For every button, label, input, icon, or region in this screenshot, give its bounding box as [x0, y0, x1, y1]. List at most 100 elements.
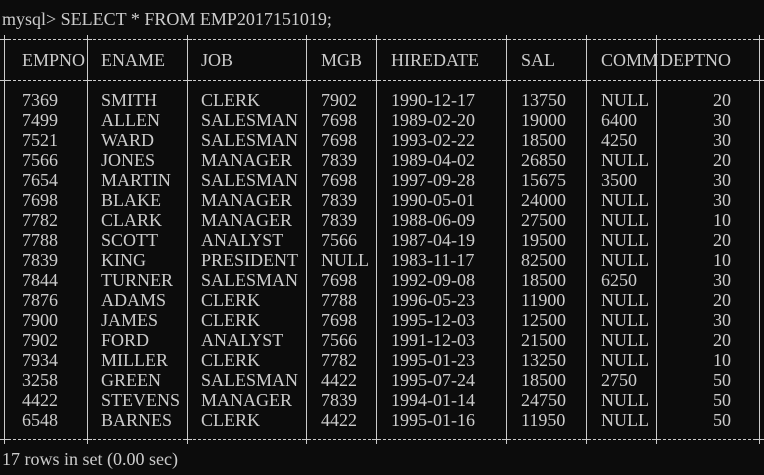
table-cell-ename: ADAMS — [101, 290, 167, 310]
table-cell-comm: NULL — [601, 190, 649, 210]
table-cell-job: SALESMAN — [201, 110, 299, 130]
table-column-separator — [376, 44, 377, 76]
table-cell-deptno: 30 — [713, 110, 731, 130]
table-cell-sal: 12500 — [521, 310, 566, 330]
table-cell-comm: NULL — [601, 150, 649, 170]
table-cell-comm: 6250 — [601, 270, 637, 290]
table-column-separator — [586, 44, 587, 76]
table-cell-empno: 7499 — [22, 110, 58, 130]
table-cell-empno: 7876 — [22, 290, 58, 310]
table-column-separator — [4, 44, 5, 76]
table-column-separator — [506, 44, 507, 76]
table-cell-job: ANALYST — [201, 230, 284, 250]
table-cell-ename: TURNER — [101, 270, 173, 290]
table-cell-job: CLERK — [201, 290, 261, 310]
column-header-comm: COMM — [601, 50, 659, 70]
table-cell-comm: NULL — [601, 310, 649, 330]
table-column-separator — [4, 85, 5, 435]
sql-prompt-line: mysql> SELECT * FROM EMP2017151019; — [2, 9, 332, 29]
table-cell-ename: JONES — [101, 150, 156, 170]
table-cell-mgb: 7782 — [321, 350, 357, 370]
table-cell-sal: 13750 — [521, 90, 566, 110]
table-cell-ename: SCOTT — [101, 230, 159, 250]
table-border-junction — [83, 35, 92, 44]
table-cell-hiredate: 1993-02-22 — [391, 130, 475, 150]
column-header-deptno: DEPTNO — [660, 50, 731, 70]
table-cell-mgb: 7566 — [321, 230, 357, 250]
table-cell-sal: 82500 — [521, 250, 566, 270]
table-column-separator — [506, 85, 507, 435]
table-border-junction — [755, 76, 764, 85]
table-border-junction — [755, 35, 764, 44]
table-border-junction — [652, 435, 661, 444]
table-border-junction — [652, 35, 661, 44]
table-cell-comm: NULL — [601, 410, 649, 430]
table-cell-deptno: 20 — [713, 150, 731, 170]
table-cell-comm: NULL — [601, 90, 649, 110]
table-cell-sal: 13250 — [521, 350, 566, 370]
table-cell-ename: BARNES — [101, 410, 173, 430]
table-border-junction — [83, 435, 92, 444]
table-border-junction — [755, 435, 764, 444]
table-cell-deptno: 30 — [713, 190, 731, 210]
table-cell-empno: 7844 — [22, 270, 58, 290]
table-cell-sal: 26850 — [521, 150, 566, 170]
table-cell-job: ANALYST — [201, 330, 284, 350]
table-border-junction — [183, 435, 192, 444]
table-cell-hiredate: 1989-04-02 — [391, 150, 475, 170]
table-cell-job: CLERK — [201, 310, 261, 330]
table-cell-ename: GREEN — [101, 370, 161, 390]
table-cell-comm: 3500 — [601, 170, 637, 190]
table-cell-hiredate: 1994-01-14 — [391, 390, 475, 410]
table-cell-sal: 18500 — [521, 270, 566, 290]
table-cell-hiredate: 1988-06-09 — [391, 210, 475, 230]
table-column-separator — [306, 85, 307, 435]
table-column-separator — [656, 85, 657, 435]
column-header-empno: EMPNO — [22, 50, 86, 70]
table-cell-hiredate: 1995-07-24 — [391, 370, 475, 390]
table-cell-empno: 7782 — [22, 210, 58, 230]
table-column-separator — [87, 44, 88, 76]
table-cell-mgb: 7839 — [321, 390, 357, 410]
table-cell-ename: JAMES — [101, 310, 159, 330]
table-cell-comm: NULL — [601, 330, 649, 350]
table-column-separator — [586, 85, 587, 435]
table-cell-deptno: 50 — [713, 390, 731, 410]
table-border-junction — [183, 76, 192, 85]
table-cell-comm: NULL — [601, 390, 649, 410]
table-cell-ename: WARD — [101, 130, 154, 150]
table-column-separator — [759, 44, 760, 76]
table-border-junction — [183, 35, 192, 44]
table-cell-job: CLERK — [201, 410, 261, 430]
table-cell-ename: SMITH — [101, 90, 158, 110]
table-border-junction — [582, 76, 591, 85]
table-cell-mgb: 7698 — [321, 130, 357, 150]
table-column-separator — [656, 44, 657, 76]
table-cell-comm: NULL — [601, 290, 649, 310]
table-cell-ename: BLAKE — [101, 190, 161, 210]
table-border-junction — [302, 435, 311, 444]
table-cell-deptno: 50 — [713, 370, 731, 390]
table-cell-deptno: 30 — [713, 310, 731, 330]
table-border-junction — [502, 435, 511, 444]
column-header-ename: ENAME — [101, 50, 165, 70]
table-cell-deptno: 50 — [713, 410, 731, 430]
column-header-mgb: MGB — [321, 50, 363, 70]
table-cell-mgb: 7698 — [321, 310, 357, 330]
table-cell-job: MANAGER — [201, 210, 293, 230]
table-cell-sal: 21500 — [521, 330, 566, 350]
table-cell-hiredate: 1995-12-03 — [391, 310, 475, 330]
table-cell-mgb: 7839 — [321, 210, 357, 230]
table-cell-empno: 4422 — [22, 390, 58, 410]
table-cell-mgb: 4422 — [321, 410, 357, 430]
table-cell-hiredate: 1992-09-08 — [391, 270, 475, 290]
table-cell-hiredate: 1987-04-19 — [391, 230, 475, 250]
table-cell-deptno: 20 — [713, 90, 731, 110]
table-column-separator — [87, 85, 88, 435]
table-border-junction — [0, 35, 9, 44]
table-border-junction — [372, 76, 381, 85]
table-cell-sal: 18500 — [521, 130, 566, 150]
table-cell-empno: 7902 — [22, 330, 58, 350]
table-border-junction — [302, 35, 311, 44]
